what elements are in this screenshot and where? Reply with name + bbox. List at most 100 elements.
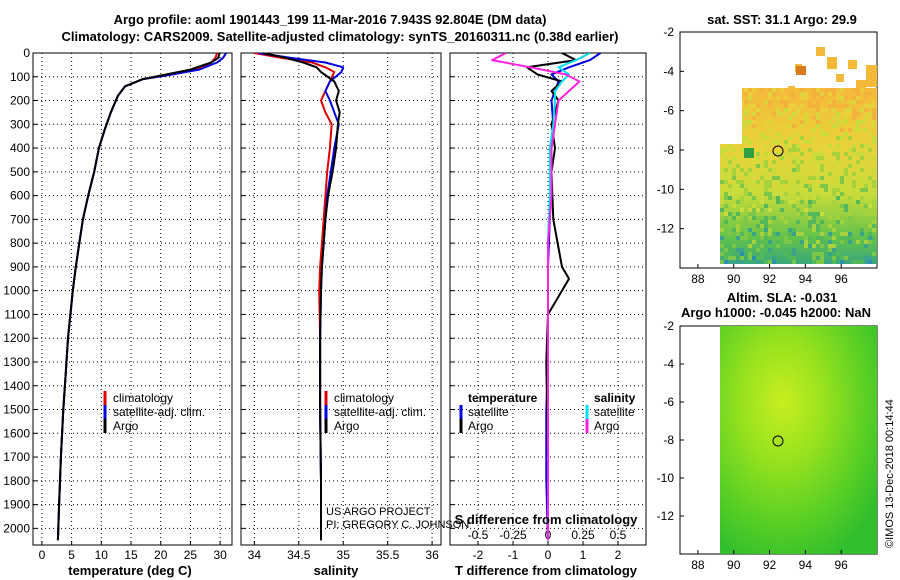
difference-xlabel: T difference from climatology	[455, 563, 638, 578]
sst-cell	[824, 184, 828, 188]
sst-cell	[848, 224, 852, 228]
sst-cell	[856, 92, 860, 96]
sst-cell	[784, 152, 788, 156]
sst-hot-patch	[796, 66, 806, 75]
sst-cell	[812, 148, 816, 152]
sst-cell	[724, 212, 728, 216]
sst-cell	[788, 148, 792, 152]
sst-cell	[792, 252, 796, 256]
sst-cell	[720, 200, 724, 204]
depth-tick-label: 200	[10, 94, 30, 108]
sst-cell	[836, 152, 840, 156]
sst-cell	[720, 212, 724, 216]
sst-cell	[740, 144, 744, 148]
sst-cell	[860, 188, 864, 192]
project-credit: US ARGO PROJECT	[326, 506, 431, 518]
sst-cell	[820, 252, 824, 256]
sst-cell	[772, 232, 776, 236]
sst-cell	[844, 236, 848, 240]
sst-cell	[772, 256, 776, 260]
sst-cell	[776, 96, 780, 100]
sst-cell	[848, 124, 852, 128]
sst-cell	[740, 248, 744, 252]
sst-cell	[768, 96, 772, 100]
sst-cell	[832, 248, 836, 252]
sst-cell	[816, 180, 820, 184]
sst-cell	[836, 148, 840, 152]
sst-cell	[740, 180, 744, 184]
sst-cell	[832, 228, 836, 232]
series-line-satellite-adj-clim-	[258, 53, 345, 541]
sst-warm-patch	[866, 65, 877, 87]
sst-cell	[720, 228, 724, 232]
sst-cell	[748, 224, 752, 228]
sst-cell	[772, 140, 776, 144]
sst-cell	[832, 164, 836, 168]
sst-cell	[748, 212, 752, 216]
legend-temp-argo-label: Argo	[468, 419, 494, 433]
sst-cell	[832, 104, 836, 108]
sst-cell	[836, 196, 840, 200]
sst-cell	[852, 172, 856, 176]
sst-cell	[856, 152, 860, 156]
sst-cell	[808, 136, 812, 140]
sst-cell	[816, 88, 820, 92]
sst-cell	[768, 172, 772, 176]
sst-cell	[788, 208, 792, 212]
sst-cell	[724, 260, 728, 264]
map-y-tick-label: -2	[663, 319, 674, 333]
sst-cell	[808, 172, 812, 176]
salinity-grid	[241, 52, 441, 545]
sst-cell	[852, 144, 856, 148]
sst-cell	[844, 232, 848, 236]
sst-cell	[800, 120, 804, 124]
sst-cell	[784, 96, 788, 100]
sst-cell	[840, 156, 844, 160]
sst-cell	[852, 260, 856, 264]
depth-tick-label: 1100	[4, 307, 30, 321]
sst-cell	[720, 152, 724, 156]
sst-cell	[864, 152, 868, 156]
sst-cell	[824, 164, 828, 168]
sst-cell	[840, 96, 844, 100]
sst-cell	[840, 88, 844, 92]
sst-cell	[768, 168, 772, 172]
sst-cell	[748, 168, 752, 172]
sst-cell	[828, 172, 832, 176]
sst-cell	[768, 136, 772, 140]
sst-warm-patch	[848, 60, 857, 69]
sst-cell	[752, 124, 756, 128]
sst-cell	[820, 108, 824, 112]
sst-cell	[740, 236, 744, 240]
sst-cell	[836, 144, 840, 148]
x-tick-label: 34.5	[287, 548, 311, 562]
sst-cell	[728, 196, 732, 200]
sst-cell	[784, 192, 788, 196]
sst-cell	[812, 200, 816, 204]
sst-cell	[800, 148, 804, 152]
sst-cell	[840, 220, 844, 224]
sla-tick-labels: 88 90 92 94 96 -2 -4 -6 -8 -10 -12	[657, 319, 849, 572]
sst-cell	[768, 104, 772, 108]
x-tick-label: 35.5	[376, 548, 400, 562]
x-tick-label: 30	[213, 548, 227, 562]
sst-cell	[776, 108, 780, 112]
sst-cell	[720, 244, 724, 248]
sst-cell	[808, 244, 812, 248]
sst-cell	[800, 160, 804, 164]
salinity-panel: 34 34.5 35 35.5 36 salinity climatology sate…	[240, 52, 469, 578]
sst-cell	[764, 172, 768, 176]
sst-cell	[828, 144, 832, 148]
map-y-tick-label: -4	[663, 357, 674, 371]
sst-cell	[844, 108, 848, 112]
depth-tick-label: 1700	[3, 450, 30, 464]
sst-cell	[796, 164, 800, 168]
sst-cell	[864, 120, 868, 124]
sst-cell	[828, 92, 832, 96]
sst-cell	[808, 212, 812, 216]
x-tick-label: 0	[39, 548, 46, 562]
sst-cell	[792, 156, 796, 160]
sst-cell	[744, 120, 748, 124]
x-tick-label: 36	[425, 548, 439, 562]
sst-cell	[820, 128, 824, 132]
